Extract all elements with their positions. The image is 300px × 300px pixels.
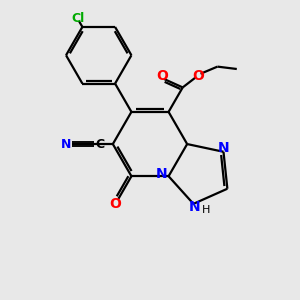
Text: N: N xyxy=(61,138,71,151)
Text: O: O xyxy=(156,68,168,83)
Text: O: O xyxy=(110,196,122,211)
Text: N: N xyxy=(189,200,201,214)
Text: C: C xyxy=(95,138,104,151)
Text: N: N xyxy=(218,141,229,154)
Text: N: N xyxy=(156,167,168,181)
Text: H: H xyxy=(202,206,210,215)
Text: Cl: Cl xyxy=(71,12,84,25)
Text: O: O xyxy=(192,68,204,83)
